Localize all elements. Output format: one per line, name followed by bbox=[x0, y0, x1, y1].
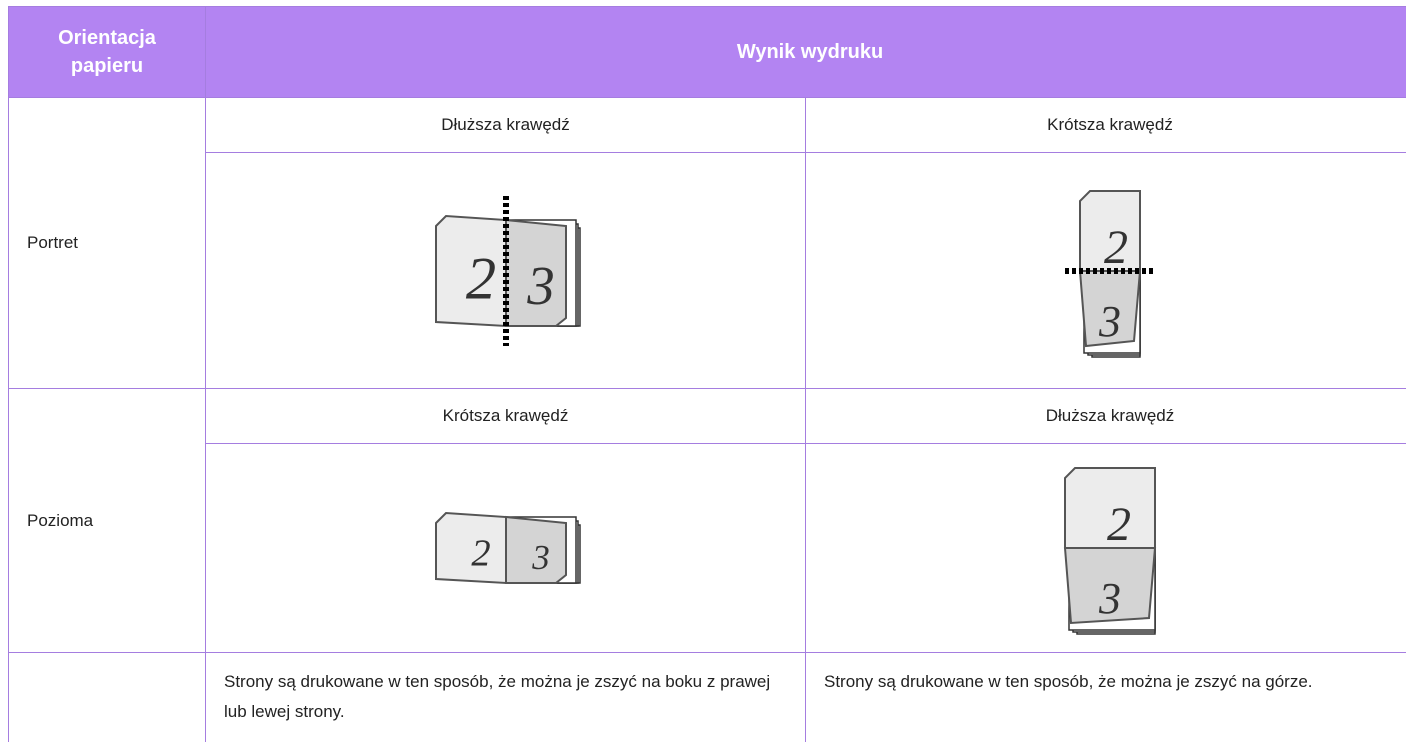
page-number: 2 bbox=[465, 245, 495, 312]
page-number: 2 bbox=[1107, 498, 1131, 551]
row-label: Pozioma bbox=[8, 388, 206, 653]
shape bbox=[1078, 269, 1142, 347]
footer-cell: Strony są drukowane w ten sposób, że moż… bbox=[805, 652, 1406, 742]
sub-header: Dłuższa krawędź bbox=[805, 388, 1406, 444]
shape bbox=[504, 515, 567, 584]
footer-cell: Strony są drukowane w ten sposób, że moż… bbox=[205, 652, 806, 742]
header-cell: Orientacja papieru bbox=[8, 6, 206, 98]
header-cell: Wynik wydruku bbox=[205, 6, 1406, 98]
page-number: 3 bbox=[1098, 297, 1121, 346]
page-number: 3 bbox=[526, 255, 555, 316]
sub-header: Krótsza krawędź bbox=[805, 97, 1406, 153]
illustration: 23 bbox=[1065, 189, 1155, 358]
page-number: 3 bbox=[1098, 574, 1121, 623]
page-number: 2 bbox=[471, 533, 490, 575]
row-label: Portret bbox=[8, 97, 206, 389]
page-number: 3 bbox=[531, 538, 550, 577]
page-number: 2 bbox=[1104, 221, 1128, 274]
illustration: 23 bbox=[1063, 467, 1157, 635]
footer-label bbox=[8, 652, 206, 742]
shape bbox=[1063, 547, 1157, 625]
sub-header: Krótsza krawędź bbox=[205, 388, 806, 444]
sub-header: Dłuższa krawędź bbox=[205, 97, 806, 153]
